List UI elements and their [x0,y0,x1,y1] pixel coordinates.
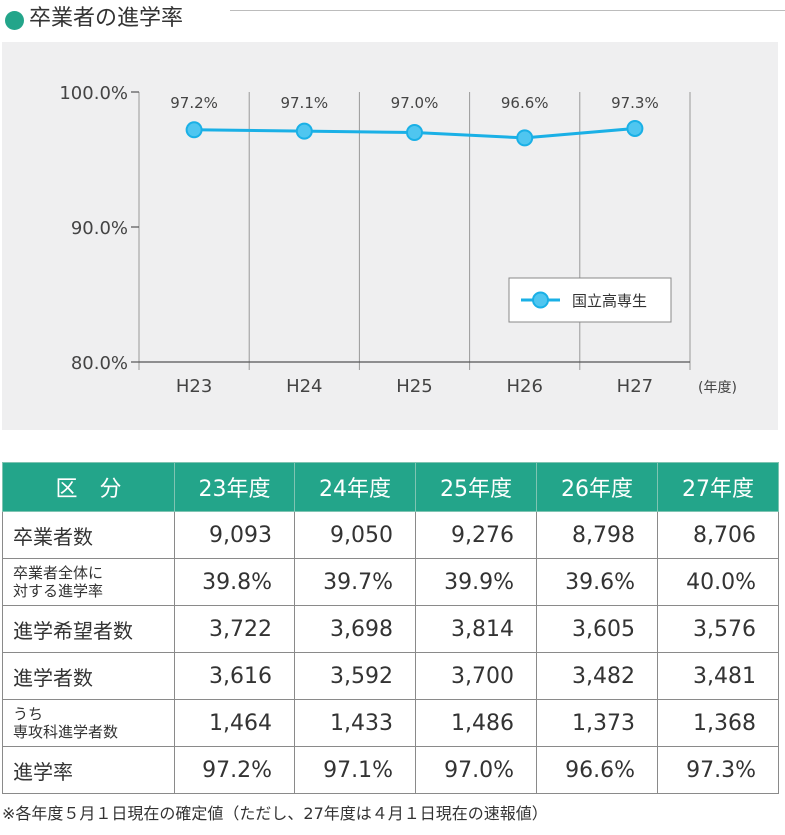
y-tick-label: 90.0% [71,218,128,239]
data-label: 96.6% [501,94,549,112]
table-row: 進学者数 3,616 3,592 3,700 3,482 3,481 [2,652,779,700]
table-row: 進学希望者数 3,722 3,698 3,814 3,605 3,576 [2,605,779,653]
table-cell: 39.7% [294,558,416,606]
table-header-cell: 23年度 [174,462,295,512]
title-divider [230,10,785,11]
table-cell: 9,050 [294,511,416,559]
row-label: 卒業者全体に 対する進学率 [2,558,175,606]
table-cell: 1,433 [294,699,416,747]
table-cell: 1,464 [174,699,295,747]
x-tick-label: H23 [176,376,212,397]
data-label: 97.2% [170,94,218,112]
table-cell: 1,368 [657,699,779,747]
table-header-cell: 区 分 [2,462,175,512]
x-tick-label: H27 [617,376,653,397]
table-header-cell: 26年度 [536,462,658,512]
bullet-circle-icon [5,11,24,30]
data-point [626,119,644,137]
x-axis-unit: (年度) [698,380,737,396]
legend-marker [532,291,549,309]
table-cell: 9,276 [415,511,537,559]
table-cell: 3,616 [174,652,295,700]
row-label: 卒業者数 [2,511,175,559]
table-row: 卒業者全体に 対する進学率 39.8% 39.7% 39.9% 39.6% 40.0% [2,558,779,606]
data-point [516,129,534,147]
data-label: 97.1% [280,94,328,112]
table-row: うち 専攻科進学者数 1,464 1,433 1,486 1,373 1,368 [2,699,779,747]
table-cell: 3,482 [536,652,658,700]
table-cell: 3,722 [174,605,295,653]
data-table: 区 分 23年度 24年度 25年度 26年度 27年度 卒業者数 9,093 9,… [2,462,779,794]
table-cell: 3,576 [657,605,779,653]
row-label: うち 専攻科進学者数 [2,699,175,747]
table-cell: 3,698 [294,605,416,653]
table-header-cell: 25年度 [415,462,537,512]
line-chart: 80.0% 90.0% 100.0% H23 H24 H25 H26 H27 (年度) 97.2%… [59,83,737,397]
row-label: 進学希望者数 [2,605,175,653]
table-cell: 3,605 [536,605,658,653]
section-title: 卒業者の進学率 [29,6,184,31]
table-cell: 1,486 [415,699,537,747]
y-tick-label: 100.0% [59,83,128,104]
table-cell: 40.0% [657,558,779,606]
data-point [295,122,313,140]
table-cell: 8,798 [536,511,658,559]
table-cell: 97.3% [657,746,779,794]
table-cell: 3,814 [415,605,537,653]
chart-panel: 80.0% 90.0% 100.0% H23 H24 H25 H26 H27 (年度) 97.2%… [2,42,778,430]
x-tick-label: H26 [506,376,542,397]
table-cell: 97.1% [294,746,416,794]
table-header-cell: 27年度 [657,462,779,512]
table-header-cell: 24年度 [294,462,416,512]
row-label: 進学率 [2,746,175,794]
table-cell: 96.6% [536,746,658,794]
table-cell: 9,093 [174,511,295,559]
table-cell: 3,700 [415,652,537,700]
table-cell: 39.6% [536,558,658,606]
x-tick-label: H24 [286,376,322,397]
legend-label: 国立高専生 [572,292,647,310]
table-row: 進学率 97.2% 97.1% 97.0% 96.6% 97.3% [2,746,779,794]
x-tick-label: H25 [396,376,432,397]
data-label: 97.0% [391,94,439,112]
table-cell: 8,706 [657,511,779,559]
footnote: ※各年度５月１日現在の確定値（ただし、27年度は４月１日現在の速報値） [2,804,548,823]
table-cell: 97.2% [174,746,295,794]
data-label: 97.3% [611,94,659,112]
y-tick-label: 80.0% [71,353,128,374]
table-cell: 97.0% [415,746,537,794]
data-point [185,121,203,139]
table-cell: 39.9% [415,558,537,606]
table-cell: 3,592 [294,652,416,700]
data-point [406,124,423,141]
row-label: 進学者数 [2,652,175,700]
table-header-row: 区 分 23年度 24年度 25年度 26年度 27年度 [2,462,779,512]
section-header: 卒業者の進学率 [0,0,785,40]
table-cell: 3,481 [657,652,779,700]
table-cell: 39.8% [174,558,295,606]
table-cell: 1,373 [536,699,658,747]
table-row: 卒業者数 9,093 9,050 9,276 8,798 8,706 [2,511,779,559]
